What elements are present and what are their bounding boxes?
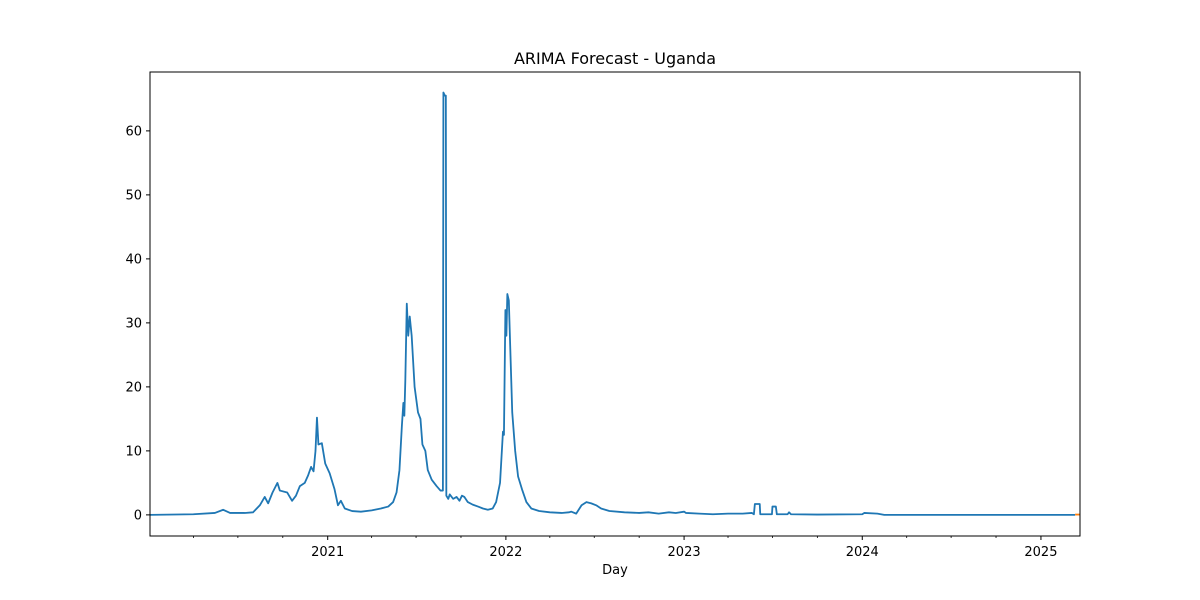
y-tick-label: 20	[125, 380, 142, 395]
y-tick-label: 10	[125, 444, 142, 459]
y-tick-label: 0	[134, 508, 142, 523]
y-tick-label: 60	[125, 124, 142, 139]
x-tick-label: 2025	[1024, 545, 1057, 560]
x-axis-label: Day	[602, 563, 628, 578]
y-tick-label: 30	[125, 316, 142, 331]
y-tick-label: 50	[125, 188, 142, 203]
x-axis: 2021 2022 2023 2024 2025	[193, 536, 1057, 560]
plot-area	[149, 91, 1080, 516]
x-tick-label: 2024	[846, 545, 879, 560]
axes-frame	[149, 71, 1081, 537]
x-tick-label: 2022	[489, 545, 522, 560]
y-tick-label: 40	[125, 252, 142, 267]
y-axis: 0 10 20 30 40 50 60	[125, 124, 150, 523]
series-line-0	[149, 91, 1076, 516]
chart-title: ARIMA Forecast - Uganda	[514, 49, 716, 68]
x-tick-label: 2023	[668, 545, 701, 560]
x-tick-label: 2021	[311, 545, 344, 560]
